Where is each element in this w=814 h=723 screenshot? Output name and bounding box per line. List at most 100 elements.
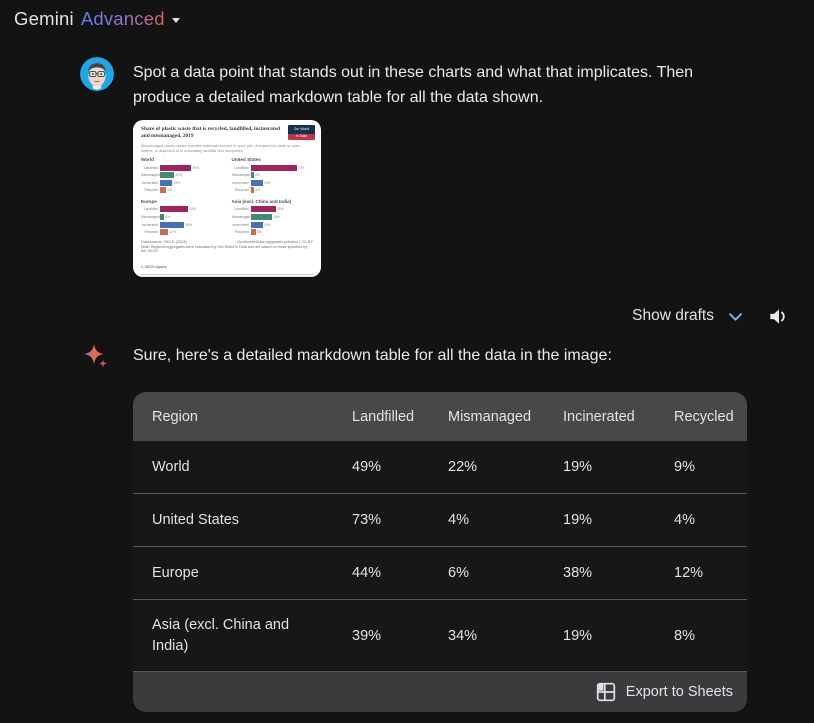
markdown-table-card: Region Landfilled Mismanaged Incinerated… xyxy=(133,392,747,712)
mini-chart-bar-row: Incinerated 19% xyxy=(141,179,223,187)
mini-chart-region-title: United States xyxy=(231,157,261,163)
mini-chart-bar xyxy=(250,229,256,236)
column-header-mismanaged: Mismanaged xyxy=(448,392,563,441)
response-actions: Show drafts xyxy=(632,302,790,330)
cell-mismanaged: 6% xyxy=(448,546,563,600)
mini-chart-bar-value: 22% xyxy=(175,173,183,178)
table-row: World 49% 22% 19% 9% xyxy=(133,441,747,494)
owid-logo-line2: in Data xyxy=(288,133,315,140)
cell-mismanaged: 34% xyxy=(448,599,563,671)
show-drafts-button[interactable]: Show drafts xyxy=(632,307,745,326)
mini-chart-bar xyxy=(160,229,168,236)
data-table: Region Landfilled Mismanaged Incinerated… xyxy=(133,392,747,671)
gemini-sparkle-icon xyxy=(83,343,111,371)
mini-chart-panel: United States Landfilled 73% Mismanaged 4% In… xyxy=(232,157,314,194)
mini-chart-bar xyxy=(160,206,188,213)
mini-chart-bar-value: 34% xyxy=(273,215,280,220)
table-row: United States 73% 4% 19% 4% xyxy=(133,493,747,547)
cell-landfilled: 49% xyxy=(352,441,448,494)
mini-chart-panel: Europe Landfilled 44% Mismanaged 6% Incinerat… xyxy=(141,199,223,236)
mini-chart-bar-row: Landfilled 73% xyxy=(232,164,314,172)
speaker-button[interactable] xyxy=(767,305,790,328)
owid-logo: Our World in Data xyxy=(288,125,315,140)
user-avatar-icon xyxy=(80,57,114,91)
mini-chart-bar-value: 19% xyxy=(173,180,181,185)
mini-chart-bar-row: Landfilled 39% xyxy=(232,206,314,214)
mini-chart-bar-label: Landfilled xyxy=(143,207,158,212)
attachment-chart-meta: Data source: OECD (2023) OurWorldInData.… xyxy=(141,240,313,244)
export-label: Export to Sheets xyxy=(625,684,733,700)
mini-chart-bar-row: Recycled 8% xyxy=(232,228,314,236)
mini-chart-bar xyxy=(250,221,263,228)
mini-chart-bar-value: 49% xyxy=(192,165,200,170)
export-to-sheets-button[interactable]: Export to Sheets xyxy=(133,671,747,712)
mini-chart-bar-row: Recycled 9% xyxy=(141,187,223,195)
cell-landfilled: 44% xyxy=(352,546,448,600)
table-row: Europe 44% 6% 38% 12% xyxy=(133,546,747,600)
owid-logo-line1: Our World xyxy=(288,125,315,134)
mini-chart-bar-row: Recycled 12% xyxy=(141,228,223,236)
mini-chart-bar-value: 73% xyxy=(298,165,305,170)
mini-chart-bar-label: Landfilled xyxy=(143,165,158,170)
cell-region: Asia (excl. China and India) xyxy=(152,616,290,654)
cell-recycled: 9% xyxy=(674,441,747,494)
cell-recycled: 4% xyxy=(674,493,747,547)
cell-landfilled: 73% xyxy=(352,493,448,547)
cell-region: World xyxy=(152,458,190,475)
brand-tier: Advanced xyxy=(80,8,165,29)
mini-chart-bar-value: 19% xyxy=(264,222,271,227)
column-header-recycled: Recycled xyxy=(674,392,747,441)
mini-chart-bar xyxy=(250,206,276,213)
mini-chart-panel: World Landfilled 49% Mismanaged 22% Incinerat… xyxy=(141,157,223,194)
mini-chart-bar-row: Landfilled 49% xyxy=(141,164,223,172)
mini-chart-bar-row: Incinerated 38% xyxy=(141,221,223,229)
mini-chart-bar-value: 8% xyxy=(257,230,262,235)
mini-chart-bar-label: Incinerated xyxy=(141,180,158,185)
cell-mismanaged: 4% xyxy=(448,493,563,547)
attachment-thumbnail[interactable]: Share of plastic waste that is recycled,… xyxy=(133,120,321,277)
mini-chart-bar xyxy=(160,164,191,171)
attachment-chart: Share of plastic waste that is recycled,… xyxy=(133,120,321,277)
mini-chart-bar-row: Mismanaged 6% xyxy=(141,213,223,221)
mini-chart-bar xyxy=(250,214,272,221)
mini-chart-panel: Asia (excl. China and India) Landfilled 39… xyxy=(232,199,314,236)
brand-name: Gemini xyxy=(14,8,74,29)
mini-chart-bar-label: Recycled xyxy=(234,188,249,193)
chevron-down-icon xyxy=(729,312,742,321)
response-intro: Sure, here's a detailed markdown table f… xyxy=(133,347,612,364)
mini-chart-bar-label: Recycled xyxy=(234,230,249,235)
cell-incinerated: 19% xyxy=(563,493,674,547)
cell-landfilled: 39% xyxy=(352,599,448,671)
mini-chart-bar-value: 44% xyxy=(189,207,197,212)
column-header-region: Region xyxy=(133,392,352,441)
chevron-down-icon xyxy=(171,18,180,23)
attachment-footnote-label: 1. OECD regions: xyxy=(141,265,168,270)
attachment-attribution: OurWorldInData.org/plastic-pollution | C… xyxy=(237,239,313,244)
column-header-incinerated: Incinerated xyxy=(563,392,674,441)
mini-chart-bar-label: Recycled xyxy=(144,230,158,235)
user-avatar xyxy=(80,57,114,91)
mini-chart-bar xyxy=(160,172,174,179)
show-drafts-label: Show drafts xyxy=(632,307,714,324)
mini-chart-bar-row: Landfilled 44% xyxy=(141,206,223,214)
table-row: Asia (excl. China and India) 39% 34% 19%… xyxy=(133,599,747,671)
mini-chart-bar xyxy=(160,214,164,221)
mini-chart-bar xyxy=(250,179,263,186)
table-icon xyxy=(596,682,615,702)
mini-chart-bar-value: 4% xyxy=(255,173,260,178)
cell-incinerated: 19% xyxy=(563,441,674,494)
mini-chart-bar-row: Incinerated 19% xyxy=(232,221,314,229)
attachment-chart-subtitle: Mismanaged plastic waste includes materi… xyxy=(141,142,301,154)
mini-chart-bar-value: 39% xyxy=(277,207,284,212)
attachment-data-source: Data source: OECD (2023) xyxy=(141,239,187,244)
mini-chart-bar-label: Mismanaged xyxy=(231,173,251,178)
mini-chart-bar-row: Recycled 4% xyxy=(232,187,314,195)
cell-mismanaged: 22% xyxy=(448,441,563,494)
mini-chart-bar-label: Recycled xyxy=(144,188,158,193)
model-selector[interactable]: Gemini Advanced xyxy=(14,8,180,30)
mini-chart-bar-label: Incinerated xyxy=(232,222,249,227)
mini-chart-bar xyxy=(250,172,254,179)
mini-chart-region-title: Asia (excl. China and India) xyxy=(231,199,292,205)
cell-incinerated: 19% xyxy=(563,599,674,671)
mini-chart-bar-label: Landfilled xyxy=(234,165,249,170)
